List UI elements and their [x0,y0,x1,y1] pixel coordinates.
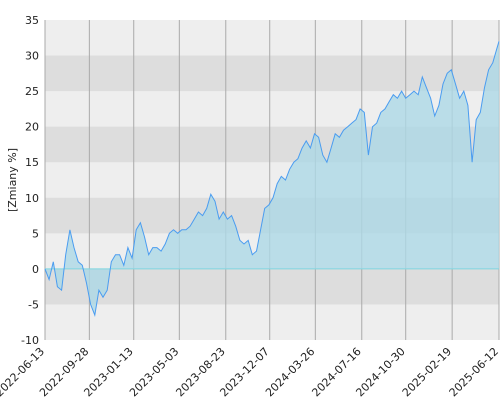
grid-band [45,55,499,92]
y-tick-label: 20 [25,121,39,134]
y-axis-label: [Zmiany %] [6,148,19,212]
x-tick-label: 2025-06-12 [447,345,500,399]
x-tick-label: 2025-02-19 [400,345,454,399]
y-tick-label: 30 [25,50,39,63]
line [44,41,500,317]
grid-band [45,268,499,305]
area-fill [45,41,499,316]
y-tick-label: 25 [25,85,39,98]
y-tick-label: 15 [25,156,39,169]
y-tick-label: 0 [32,263,39,276]
y-tick-label: 35 [25,14,39,27]
y-tick-label: -5 [28,298,39,311]
y-tick-label: -10 [21,334,39,347]
y-tick-label: 5 [32,227,39,240]
y-tick-label: 10 [25,192,39,205]
